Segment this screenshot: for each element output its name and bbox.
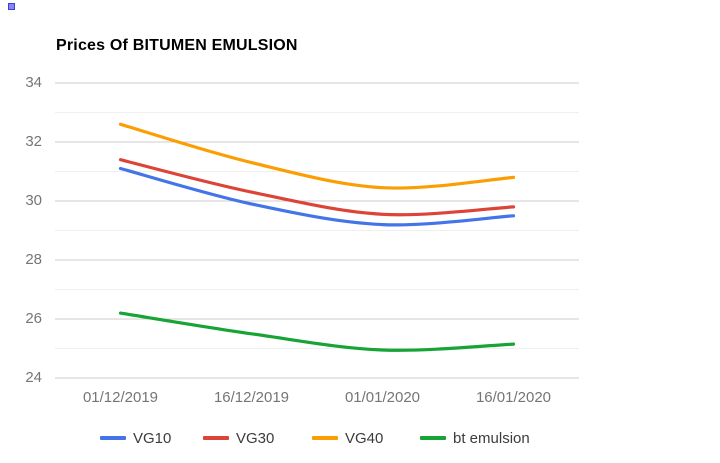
- series-line-VG30[interactable]: [118, 158, 516, 217]
- legend-swatch: [203, 436, 229, 440]
- series-line-bt-emulsion[interactable]: [118, 311, 516, 352]
- y-tick-label: 28: [25, 251, 42, 268]
- y-tick-label: 26: [25, 310, 42, 327]
- x-tick-label: 16/12/2019: [213, 389, 290, 406]
- legend-label: bt emulsion: [453, 429, 530, 447]
- legend-swatch: [420, 436, 446, 440]
- legend-item-VG10[interactable]: VG10: [100, 429, 171, 447]
- y-tick-label: 24: [25, 369, 42, 386]
- chart-title: Prices Of BITUMEN EMULSION: [56, 37, 298, 54]
- legend-item-VG30[interactable]: VG30: [203, 429, 274, 447]
- series-line-VG40[interactable]: [118, 122, 516, 190]
- legend-item-bt-emulsion[interactable]: bt emulsion: [420, 429, 530, 447]
- legend-label: VG10: [133, 429, 172, 447]
- x-tick-label: 01/12/2019: [82, 389, 159, 406]
- y-tick-label: 30: [25, 192, 42, 209]
- legend-swatch: [100, 436, 126, 440]
- legend-label: VG30: [236, 429, 275, 447]
- blue-dot-artifact: [8, 3, 15, 10]
- x-tick-label: 01/01/2020: [344, 389, 421, 406]
- legend-swatch: [312, 436, 338, 440]
- legend-item-VG40[interactable]: VG40: [312, 429, 383, 447]
- legend-label: VG40: [345, 429, 384, 447]
- y-tick-label: 32: [25, 133, 42, 150]
- y-tick-label: 34: [25, 74, 42, 91]
- series-line-VG10[interactable]: [118, 166, 516, 227]
- x-tick-label: 16/01/2020: [475, 389, 552, 406]
